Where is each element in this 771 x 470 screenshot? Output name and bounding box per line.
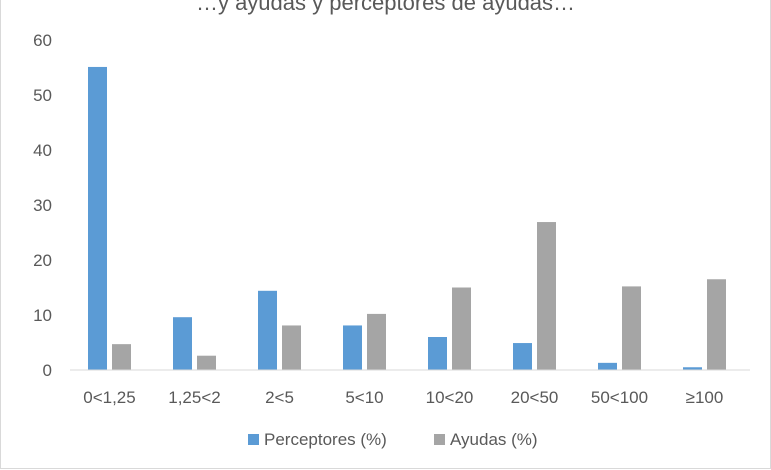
y-tick-label: 20 (33, 251, 52, 270)
x-tick-label: 20<50 (511, 388, 559, 407)
legend-label: Perceptores (%) (264, 430, 387, 449)
bars (88, 66, 726, 370)
legend-swatch (434, 434, 445, 445)
bar-ayudas (707, 279, 726, 370)
x-tick-label: 10<20 (426, 388, 474, 407)
bar-ayudas (112, 344, 131, 370)
y-axis: 0 10 20 30 40 50 60 (33, 31, 52, 380)
x-tick-label: 50<100 (591, 388, 648, 407)
x-tick-label: 5<10 (345, 388, 383, 407)
bar-ayudas (282, 325, 301, 370)
legend: Perceptores (%) Ayudas (%) (248, 430, 538, 449)
chart-title: …y ayudas y perceptores de ayudas… (195, 0, 576, 15)
x-tick-label: 0<1,25 (83, 388, 135, 407)
bar-perceptores (683, 367, 702, 370)
bar-perceptores (88, 66, 107, 370)
bar-perceptores (598, 362, 617, 370)
bar-perceptores (513, 343, 532, 370)
y-tick-label: 30 (33, 196, 52, 215)
bar-ayudas (537, 222, 556, 370)
x-tick-label: 1,25<2 (168, 388, 220, 407)
bar-perceptores (428, 337, 447, 370)
y-tick-label: 50 (33, 86, 52, 105)
x-axis: 0<1,25 1,25<2 2<5 5<10 10<20 20<50 50<100 ≥100 (83, 388, 723, 407)
x-tick-label: 2<5 (265, 388, 294, 407)
bar-ayudas (452, 287, 471, 370)
legend-label: Ayudas (%) (450, 430, 538, 449)
bar-ayudas (367, 313, 386, 370)
legend-swatch (248, 434, 259, 445)
bar-perceptores (343, 325, 362, 370)
y-tick-label: 60 (33, 31, 52, 50)
bar-ayudas (197, 355, 216, 370)
y-tick-label: 40 (33, 141, 52, 160)
y-tick-label: 10 (33, 306, 52, 325)
x-tick-label: ≥100 (686, 388, 724, 407)
bar-ayudas (622, 286, 641, 370)
bar-perceptores (258, 290, 277, 370)
y-tick-label: 0 (43, 361, 52, 380)
bar-perceptores (173, 317, 192, 370)
